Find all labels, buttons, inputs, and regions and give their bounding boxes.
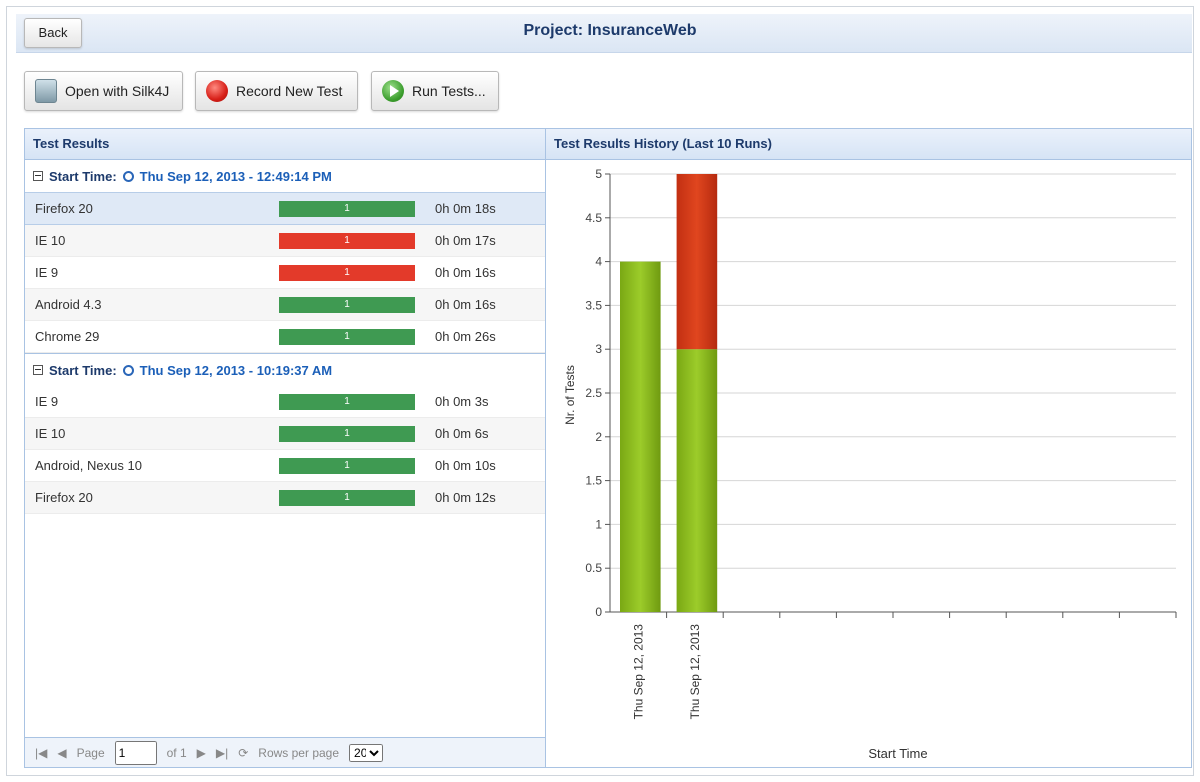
y-tick-label: 5 [595, 167, 602, 181]
test-results-title: Test Results [25, 129, 545, 160]
table-row[interactable]: Android, Nexus 10 1 0h 0m 10s [25, 450, 545, 482]
result-bar: 1 [279, 457, 415, 474]
result-bar: 1 [279, 264, 415, 281]
y-tick-label: 1 [595, 517, 602, 531]
result-bar: 1 [279, 489, 415, 506]
y-tick-label: 1.5 [585, 474, 602, 488]
last-page-icon[interactable]: ▶| [215, 745, 229, 760]
result-bar: 1 [279, 296, 415, 313]
result-bar: 1 [279, 328, 415, 345]
result-bar: 1 [279, 232, 415, 249]
history-chart: 0 0.5 1 1.5 2 2.5 3 3.5 4 4.5 5 Thu Sep 12, 2013 Thu… [563, 167, 1177, 761]
y-axis-label: Nr. of Tests [563, 365, 577, 425]
result-bar: 1 [279, 393, 415, 410]
back-button[interactable]: Back [24, 18, 82, 48]
page-header [16, 14, 1192, 53]
page-input[interactable] [114, 740, 157, 765]
duration: 0h 0m 16s [435, 297, 496, 312]
refresh-icon[interactable]: ⟳ [238, 745, 249, 760]
collapse-icon[interactable] [33, 365, 43, 375]
group-header[interactable]: Start Time: Thu Sep 12, 2013 - 12:49:14 P… [25, 160, 545, 192]
duration: 0h 0m 6s [435, 426, 489, 441]
magnifier-icon[interactable] [122, 364, 134, 376]
result-bar: 1 [279, 200, 415, 217]
history-title: Test Results History (Last 10 Runs) [546, 129, 1191, 160]
next-page-icon[interactable]: ▶ [196, 745, 206, 760]
x-tick-label: Thu Sep 12, 2013 [631, 624, 645, 720]
open-with-silk4j-label: Open with Silk4J [65, 83, 170, 99]
start-time-label: Start Time: [49, 362, 117, 378]
duration: 0h 0m 10s [435, 458, 496, 473]
test-results-panel: Test Results Start Time: Thu Sep 12, 2013… [24, 128, 546, 768]
play-icon [382, 80, 404, 102]
start-time-value[interactable]: Thu Sep 12, 2013 - 12:49:14 PM [139, 168, 332, 184]
duration: 0h 0m 12s [435, 490, 496, 505]
y-tick-label: 2 [595, 430, 602, 444]
table-row[interactable]: Chrome 29 1 0h 0m 26s [25, 321, 545, 353]
duration: 0h 0m 18s [435, 201, 496, 216]
bar-passed [676, 349, 718, 612]
browser-name: Firefox 20 [35, 490, 93, 505]
y-tick-label: 4.5 [585, 211, 602, 225]
y-tick-label: 0.5 [585, 561, 602, 575]
browser-name: IE 10 [35, 426, 66, 441]
table-row[interactable]: Firefox 20 1 0h 0m 12s [25, 482, 545, 514]
page-title: Project: InsuranceWeb [523, 22, 697, 39]
bar-failed [676, 174, 718, 350]
prev-page-icon[interactable]: ◀ [57, 745, 67, 760]
magnifier-icon[interactable] [122, 170, 134, 182]
record-icon [206, 80, 228, 102]
first-page-icon[interactable]: |◀ [35, 745, 48, 760]
table-row[interactable]: IE 10 1 0h 0m 17s [25, 225, 545, 257]
bar-passed [620, 261, 661, 612]
browser-name: IE 10 [35, 233, 66, 248]
collapse-icon[interactable] [33, 171, 43, 181]
duration: 0h 0m 26s [435, 329, 496, 344]
page-of-label: of 1 [166, 745, 187, 760]
y-tick-label: 0 [595, 605, 602, 619]
browser-name: Android 4.3 [35, 297, 102, 312]
silk4j-icon [35, 79, 57, 103]
browser-name: Firefox 20 [35, 201, 93, 216]
browser-name: Android, Nexus 10 [35, 458, 142, 473]
y-tick-label: 3.5 [585, 298, 602, 312]
x-axis-label: Start Time [868, 746, 927, 761]
table-row[interactable]: IE 10 1 0h 0m 6s [25, 418, 545, 450]
pager: |◀ ◀ Page of 1 ▶ ▶| ⟳ Rows per page 20 [25, 737, 545, 767]
rows-per-page-label: Rows per page [258, 745, 340, 760]
browser-name: Chrome 29 [35, 329, 100, 344]
open-with-silk4j-button[interactable]: Open with Silk4J [24, 71, 183, 111]
start-time-label: Start Time: [49, 168, 117, 184]
browser-name: IE 9 [35, 394, 59, 409]
duration: 0h 0m 16s [435, 265, 496, 280]
result-bar: 1 [279, 425, 415, 442]
record-new-test-button[interactable]: Record New Test [195, 71, 358, 111]
browser-name: IE 9 [35, 265, 59, 280]
run-tests-label: Run Tests... [412, 83, 486, 99]
duration: 0h 0m 17s [435, 233, 496, 248]
y-tick-label: 4 [595, 255, 602, 269]
run-tests-button[interactable]: Run Tests... [371, 71, 499, 111]
duration: 0h 0m 3s [435, 394, 489, 409]
y-tick-label: 2.5 [585, 386, 602, 400]
table-row[interactable]: IE 9 1 0h 0m 3s [25, 386, 545, 418]
page-label: Page [76, 745, 105, 760]
group-header[interactable]: Start Time: Thu Sep 12, 2013 - 10:19:37 A… [25, 353, 545, 386]
y-tick-label: 3 [595, 342, 602, 356]
x-tick-label: Thu Sep 12, 2013 [688, 624, 702, 720]
history-panel: Test Results History (Last 10 Runs) 0 0.5… [546, 128, 1192, 768]
rows-per-page-select[interactable]: 20 [349, 743, 384, 762]
start-time-value[interactable]: Thu Sep 12, 2013 - 10:19:37 AM [139, 362, 333, 378]
test-results-list: Start Time: Thu Sep 12, 2013 - 12:49:14 P… [25, 160, 545, 514]
table-row[interactable]: Android 4.3 1 0h 0m 16s [25, 289, 545, 321]
table-row[interactable]: IE 9 1 0h 0m 16s [25, 257, 545, 289]
record-new-test-label: Record New Test [236, 83, 343, 99]
table-row[interactable]: Firefox 20 1 0h 0m 18s [25, 192, 545, 225]
